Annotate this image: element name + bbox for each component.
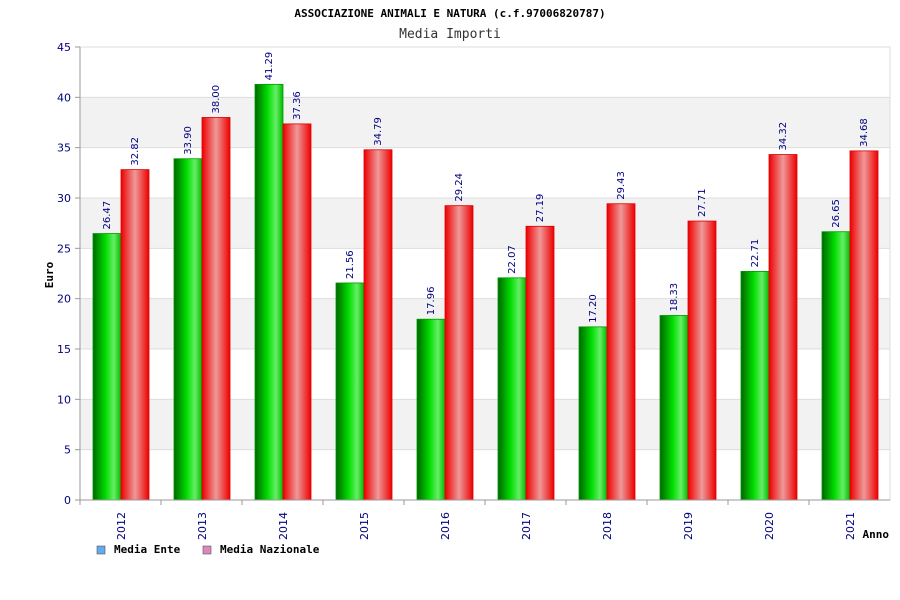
data-label: 38.00 [211,85,222,114]
y-tick-label: 35 [57,142,71,155]
legend-swatch-media-ente [96,545,106,555]
x-tick-label: 2013 [196,512,209,540]
y-axis-ticks: 0 5 10 15 20 25 30 35 40 45 [57,41,80,507]
bar-media-nazionale-2021 [849,150,879,501]
data-label: 17.20 [588,294,599,323]
data-label: 17.96 [426,287,437,316]
x-tick-label: 2020 [763,512,776,540]
bar-media-nazionale-2018 [606,203,636,501]
bar-media-nazionale-2012 [120,169,150,501]
x-tick-label: 2019 [682,512,695,540]
data-label: 34.68 [859,118,870,147]
data-label: 18.33 [669,283,680,312]
legend-label-media-ente: Media Ente [114,543,181,556]
bar-media-nazionale-2013 [201,117,231,501]
y-tick-label: 20 [57,293,71,306]
data-label: 27.19 [535,194,546,223]
bars [92,83,879,501]
data-label: 21.56 [345,250,356,279]
legend-label-media-nazionale: Media Nazionale [220,543,320,556]
data-label: 33.90 [183,126,194,155]
data-labels: 26.47 32.82 33.90 38.00 41.29 37.36 21.56 34.79… [102,52,870,323]
bar-media-nazionale-2016 [444,205,474,501]
bar-media-ente-2019 [659,315,689,501]
data-label: 41.29 [264,52,275,81]
bar-media-ente-2021 [821,231,851,501]
bar-media-nazionale-2019 [687,220,717,501]
data-label: 22.71 [750,239,761,268]
x-tick-label: 2014 [277,512,290,540]
y-tick-label: 30 [57,192,71,205]
y-axis-label: Euro [43,261,56,288]
plot-band [80,97,890,148]
x-tick-label: 2017 [520,512,533,540]
chart-title: ASSOCIAZIONE ANIMALI E NATURA (c.f.97006… [294,7,605,20]
bar-media-nazionale-2015 [363,149,393,501]
legend-swatch-media-nazionale [202,545,212,555]
x-tick-label: 2018 [601,512,614,540]
bar-media-ente-2013 [173,158,203,501]
bar-media-ente-2018 [578,326,608,501]
data-label: 29.24 [454,173,465,202]
bar-media-ente-2014 [254,83,284,501]
x-axis-ticks: 2012 2013 2014 2015 2016 2017 2018 2019 2020 2021 [79,500,857,540]
y-tick-label: 0 [64,494,71,507]
plot-band [80,47,890,98]
chart-subtitle: Media Importi [399,27,501,42]
data-label: 32.82 [130,137,141,166]
y-tick-label: 5 [64,444,71,457]
y-tick-label: 45 [57,41,71,54]
data-label: 34.79 [373,117,384,146]
data-label: 29.43 [616,171,627,200]
data-label: 34.32 [778,122,789,151]
x-tick-label: 2015 [358,512,371,540]
x-axis-label: Anno [863,528,890,541]
bar-media-nazionale-2017 [525,225,555,501]
data-label: 27.71 [697,188,708,217]
bar-media-ente-2012 [92,233,122,501]
data-label: 26.65 [831,199,842,228]
y-tick-label: 25 [57,242,71,255]
bar-media-ente-2015 [335,282,365,501]
y-tick-label: 10 [57,393,71,406]
x-tick-label: 2012 [115,512,128,540]
y-tick-label: 40 [57,91,71,104]
legend: Media Ente Media Nazionale [96,543,320,556]
x-tick-label: 2021 [844,512,857,540]
data-label: 37.36 [292,91,303,120]
bar-media-ente-2016 [416,318,446,501]
bar-media-ente-2020 [740,270,770,501]
bar-media-nazionale-2020 [768,154,798,501]
x-tick-label: 2016 [439,512,452,540]
data-label: 22.07 [507,245,518,274]
bar-media-nazionale-2014 [282,123,312,501]
data-label: 26.47 [102,201,113,230]
y-tick-label: 15 [57,343,71,356]
bar-media-ente-2017 [497,277,527,501]
